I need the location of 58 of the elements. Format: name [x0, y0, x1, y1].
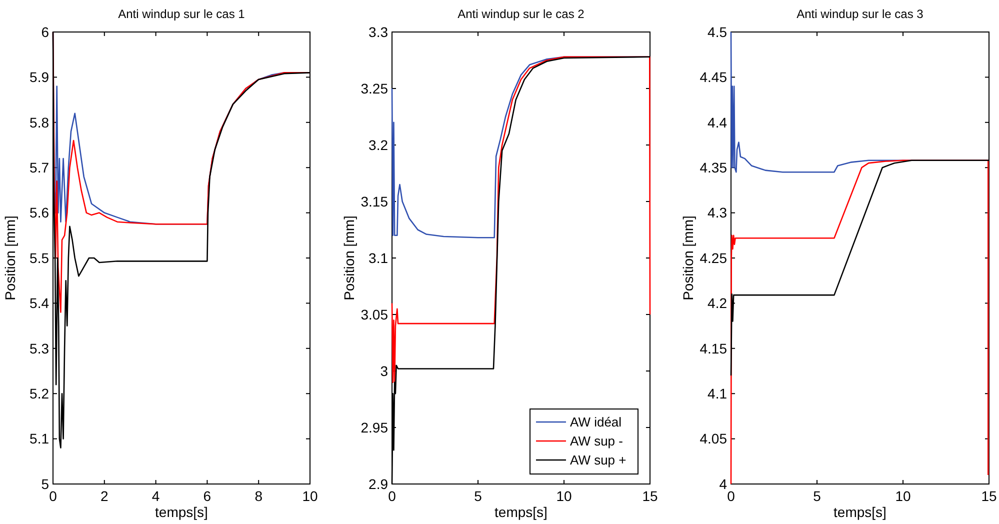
x-axis-title: temps[s]: [834, 504, 886, 520]
y-tick-label: 6: [41, 24, 50, 40]
y-axis-title: Position [mm]: [341, 216, 357, 300]
x-axis-title: temps[s]: [155, 504, 208, 520]
y-tick-label: 3.15: [360, 193, 388, 210]
x-axis-title: temps[s]: [494, 504, 548, 520]
x-tick-label: 10: [302, 488, 318, 504]
x-tick-label: 6: [203, 488, 212, 504]
x-tick-label: 0: [388, 488, 396, 504]
x-tick-label: 10: [556, 488, 572, 504]
x-tick-label: 5: [813, 488, 822, 504]
y-tick-label: 5.3: [30, 340, 50, 356]
y-tick-label: 4.35: [700, 160, 728, 176]
y-tick-label: 4.05: [700, 430, 728, 447]
x-tick-label: 15: [981, 488, 997, 504]
y-tick-label: 5.6: [30, 204, 50, 221]
x-tick-label: 15: [642, 488, 658, 504]
y-tick-label: 5.2: [30, 386, 50, 402]
y-tick-label: 3.25: [360, 80, 388, 96]
y-tick-label: 3.3: [368, 24, 388, 40]
y-tick-label: 4.2: [708, 295, 728, 312]
y-tick-label: 5: [41, 476, 50, 492]
y-tick-label: 4.15: [700, 340, 728, 356]
y-tick-label: 2.95: [360, 419, 388, 436]
x-tick-label: 5: [474, 488, 482, 504]
y-tick-label: 4.5: [708, 24, 728, 40]
y-tick-label: 4.25: [700, 250, 728, 266]
y-tick-label: 3: [380, 362, 388, 379]
x-tick-label: 8: [254, 488, 263, 504]
y-tick-label: 3.1: [368, 250, 388, 266]
legend-label: AW sup +: [570, 452, 626, 468]
y-tick-label: 5.4: [30, 295, 50, 312]
y-tick-label: 4.45: [700, 69, 728, 86]
x-tick-label: 0: [727, 488, 736, 504]
chart-title: Anti windup sur le cas 2: [458, 7, 585, 21]
x-tick-label: 0: [49, 488, 58, 504]
y-tick-label: 3.05: [360, 306, 388, 322]
y-tick-label: 5.9: [30, 69, 50, 86]
x-tick-label: 10: [895, 488, 911, 504]
y-tick-label: 5.5: [30, 250, 50, 266]
legend-label: AW sup -: [570, 434, 623, 449]
y-tick-label: 4.3: [708, 204, 728, 221]
y-tick-label: 4.4: [708, 114, 728, 130]
y-tick-label: 5.1: [30, 430, 50, 447]
y-tick-label: 4: [719, 476, 728, 492]
x-tick-label: 2: [100, 488, 108, 504]
chart-title: Anti windup sur le cas 1: [118, 7, 246, 21]
y-axis-title: Position [mm]: [2, 216, 18, 300]
y-tick-label: 2.9: [368, 476, 388, 492]
y-tick-label: 4.1: [708, 386, 728, 402]
x-tick-label: 4: [152, 488, 160, 504]
line-series: [391, 56, 651, 383]
y-tick-label: 3.2: [368, 136, 388, 153]
y-tick-label: 5.8: [30, 114, 50, 130]
y-tick-label: 5.7: [30, 160, 50, 176]
y-axis-title: Position [mm]: [680, 216, 696, 300]
legend-label: AW idéal: [570, 414, 622, 430]
chart-title: Anti windup sur le cas 3: [796, 7, 924, 21]
